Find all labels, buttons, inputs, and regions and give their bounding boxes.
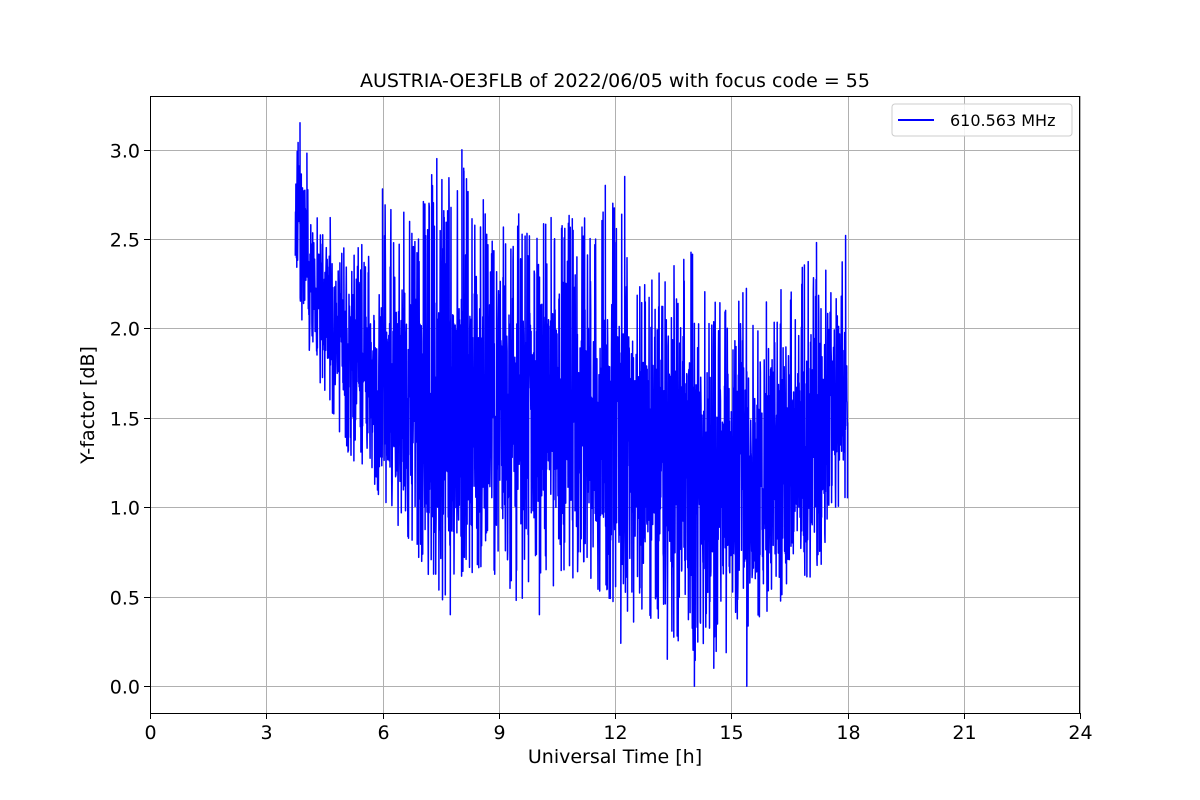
y-tick-label: 3.0: [110, 141, 140, 163]
x-tick-label: 24: [1068, 722, 1092, 744]
x-tick-label: 0: [144, 722, 156, 744]
legend-label: 610.563 MHz: [950, 111, 1055, 130]
legend-box: [891, 103, 1073, 137]
x-tick-label: 12: [603, 722, 627, 744]
x-tick-label: 6: [377, 722, 389, 744]
series-layer: [294, 122, 849, 687]
y-tick-label: 2.0: [110, 319, 140, 341]
x-tick-label: 21: [952, 722, 976, 744]
legend: 610.563 MHz: [891, 103, 1073, 137]
x-tick-label: 9: [493, 722, 505, 744]
x-tick-label: 3: [260, 722, 272, 744]
series-line: [294, 122, 849, 687]
y-axis-label: Y-factor [dB]: [77, 346, 99, 465]
y-tick-label: 1.0: [110, 498, 140, 520]
y-tick-label: 2.5: [110, 230, 140, 252]
y-tick-label: 0.5: [110, 588, 140, 610]
y-tick-label: 1.5: [110, 409, 140, 431]
y-axis-ticks: 0.0 0.5 1.0 1.5 2.0 2.5 3.0: [110, 141, 150, 699]
x-tick-label: 18: [836, 722, 860, 744]
chart-title: AUSTRIA-OE3FLB of 2022/06/05 with focus …: [360, 70, 870, 92]
x-axis-label: Universal Time [h]: [528, 746, 702, 768]
x-axis-ticks: 0 3 6 9 12 15 18 21 24: [144, 713, 1093, 744]
y-tick-label: 0.0: [110, 677, 140, 699]
x-tick-label: 15: [719, 722, 743, 744]
